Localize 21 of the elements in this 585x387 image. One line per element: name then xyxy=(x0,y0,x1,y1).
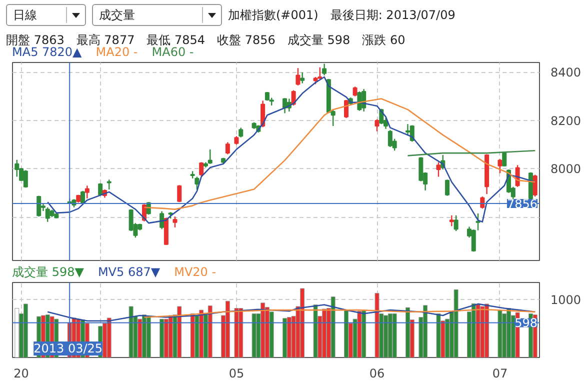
x-tick-label: 07 xyxy=(492,366,508,380)
x-tick-label: 06 xyxy=(369,366,385,380)
y-tick-label: 8400 xyxy=(550,66,582,80)
x-tick-label: 20 xyxy=(14,366,29,380)
text: MV20 - xyxy=(174,265,216,279)
text: MA20 - xyxy=(96,45,138,59)
ref-line-label: 598 xyxy=(514,316,538,330)
y-tick-label: 8200 xyxy=(550,114,582,128)
chart-title: 加權指數(#001) 最後日期: 2013/07/09 xyxy=(228,7,456,24)
y-tick-label: 8000 xyxy=(550,162,582,176)
chart-subtitle: 開盤 7863 最高 7877 最低 7854 收盤 7856 成交量 598 漲跌 60 xyxy=(6,32,406,47)
ref-line-label: 7856 xyxy=(506,197,538,212)
text: MA5 7820▲ xyxy=(12,45,82,59)
ref-line-label: 2013 03/25 xyxy=(34,342,103,356)
text: MV5 687▼ xyxy=(98,265,160,279)
y-tick-label: 1000 xyxy=(550,292,582,307)
text: MA60 - xyxy=(152,45,194,59)
x-tick-label: 05 xyxy=(228,366,244,380)
text: 成交量 xyxy=(92,4,222,26)
text: 成交量 598▼ xyxy=(12,265,84,279)
text: 日線 xyxy=(6,4,86,26)
